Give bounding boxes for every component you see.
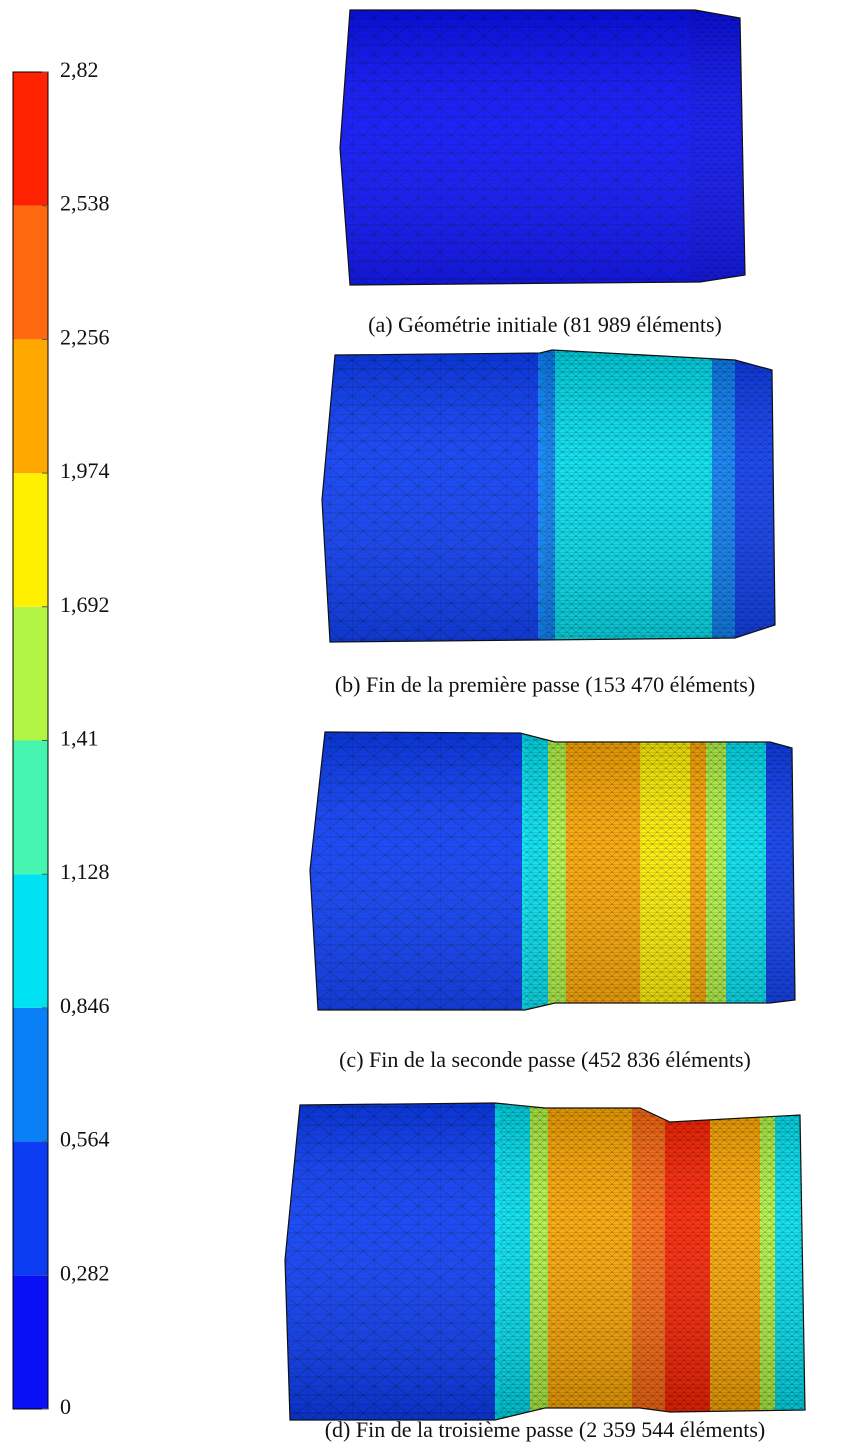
colorbar-label: 1,692 xyxy=(60,592,110,617)
mesh-shade xyxy=(285,1103,805,1420)
figure-caption: (b) Fin de la première passe (153 470 él… xyxy=(335,672,755,697)
colorbar-segment xyxy=(13,205,48,340)
figure-caption: (c) Fin de la seconde passe (452 836 élé… xyxy=(339,1047,751,1072)
colorbar-segment xyxy=(13,1275,48,1409)
colorbar-segment xyxy=(13,72,48,206)
colorbar-label: 1,128 xyxy=(60,859,110,884)
mesh-shade xyxy=(340,10,745,285)
colorbar-label: 0,282 xyxy=(60,1260,110,1285)
mesh-outline xyxy=(309,731,796,1011)
figure-caption: (a) Géométrie initiale (81 989 éléments) xyxy=(368,312,722,337)
colorbar-segment xyxy=(13,1007,48,1142)
colorbar-label: 2,538 xyxy=(60,191,110,216)
colorbar-segment xyxy=(13,1141,48,1276)
colorbar-label: 2,82 xyxy=(60,57,99,82)
colorbar-label: 1,41 xyxy=(60,726,99,751)
colorbar-segment xyxy=(13,740,48,875)
colorbar-segment xyxy=(13,874,48,1008)
figure-caption: (d) Fin de la troisième passe (2 359 544… xyxy=(325,1417,766,1442)
colorbar-label: 0,846 xyxy=(60,993,110,1018)
mesh-outline xyxy=(321,349,776,643)
colorbar-label: 0,564 xyxy=(60,1127,110,1152)
colorbar-segment xyxy=(13,339,48,474)
mesh-shade xyxy=(322,350,775,642)
colorbar-label: 2,256 xyxy=(60,324,110,349)
colorbar-segment xyxy=(13,473,48,607)
colorbar-segment xyxy=(13,606,48,741)
mesh-outline xyxy=(339,9,746,286)
colorbar-label: 0 xyxy=(60,1394,71,1419)
colorbar-label: 1,974 xyxy=(60,458,110,483)
mesh-shade xyxy=(310,732,795,1010)
mesh-outline xyxy=(284,1102,806,1421)
